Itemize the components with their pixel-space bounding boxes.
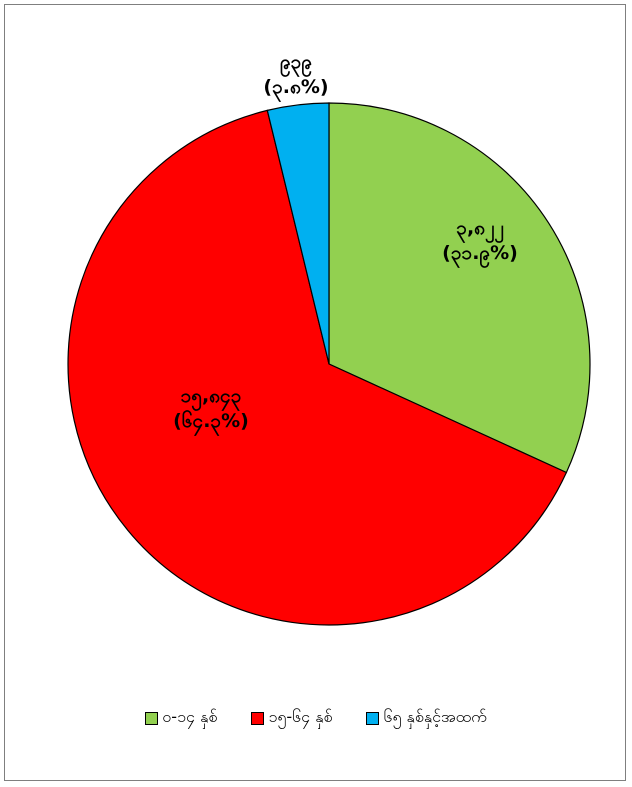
legend-label-0-14: ၀-၁၄ နှစ် [162,707,218,726]
legend-swatch-15-64 [251,711,265,725]
legend-label-15-64: ၁၅-၆၄ နှစ် [268,707,333,726]
pie-slice-65-plus [266,102,330,365]
data-label-value-65-plus: ၉၃၉ [280,51,312,78]
data-label-percent-65-plus: (၃.၈%) [263,76,328,103]
legend-swatch-65-plus [366,711,380,725]
legend-item-65-plus: ၆၅ နှစ်နှင့်အထက် [366,706,487,730]
legend-item-0-14: ၀-၁၄ နှစ် [145,706,217,730]
legend-label-65-plus: ၆၅ နှစ်နှင့်အထက် [383,707,487,726]
pie-slice-0-14 [328,102,591,474]
legend-item-15-64: ၁၅-၆၄ နှစ် [251,706,332,730]
pie-slice-15-64 [67,109,568,626]
legend-swatch-0-14 [145,711,159,725]
legend: ၀-၁၄ နှစ် ၁၅-၆၄ နှစ် ၆၅ နှစ်နှင့်အထက် [0,706,632,730]
pie-slices [67,102,591,626]
